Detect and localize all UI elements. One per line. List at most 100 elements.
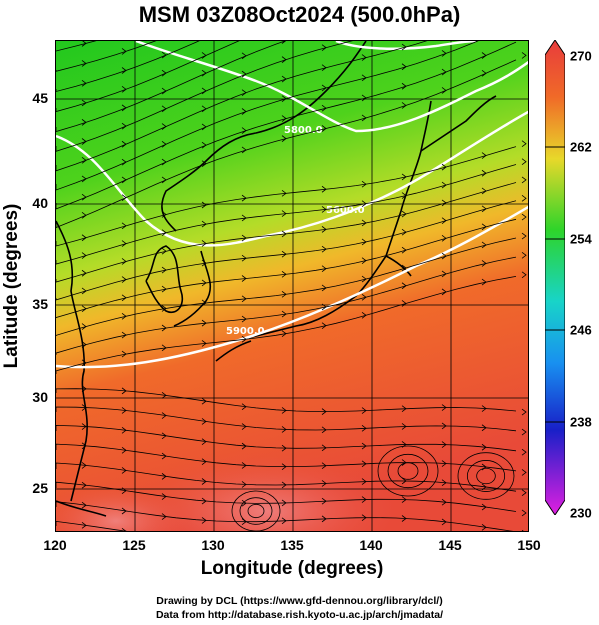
streamline-arrow (281, 290, 287, 298)
streamline-arrow (241, 194, 247, 202)
streamline-arrow (81, 80, 87, 87)
streamline-arrow (401, 102, 407, 109)
streamline-arrow (81, 323, 87, 330)
streamline (56, 200, 517, 301)
streamline-arrow (121, 240, 127, 247)
streamline-arrow (161, 305, 167, 312)
streamline (56, 41, 353, 152)
streamline-arrow (121, 407, 127, 414)
streamline (56, 520, 128, 531)
streamline-arrow (361, 311, 367, 319)
streamline-arrow (321, 497, 327, 505)
streamline-arrow (81, 481, 87, 489)
streamline-arrow (201, 418, 207, 425)
streamline-arrow (81, 501, 87, 509)
streamline-arrow (241, 481, 247, 488)
streamline-arrow (441, 441, 447, 448)
streamline-arrow (361, 219, 367, 227)
streamline-arrow (521, 195, 527, 202)
contour-5800 (135, 41, 528, 133)
streamline-arrow (321, 426, 327, 434)
streamline-arrow (201, 160, 207, 168)
streamline-arrow (201, 279, 207, 287)
streamline-arrow (281, 310, 287, 318)
streamline-arrow (81, 212, 87, 219)
vortex-ring (466, 460, 506, 492)
contour-label: 5800.0 (284, 125, 323, 136)
streamline-arrow (81, 252, 87, 259)
streamline-arrow (401, 192, 407, 199)
streamline-arrow (241, 335, 247, 343)
streamline-arrow (81, 423, 87, 430)
streamline-arrow (521, 489, 527, 497)
streamline-arrow (241, 254, 247, 262)
streamline-arrow (401, 173, 407, 181)
streamline-arrow (361, 200, 367, 208)
streamline-arrow (321, 515, 327, 523)
streamline-arrow (241, 275, 247, 282)
streamline-arrow (441, 518, 447, 526)
streamline-arrow (441, 460, 447, 467)
streamline-arrow (321, 265, 327, 273)
streamline-arrow (321, 444, 327, 452)
streamline-arrow (281, 115, 287, 122)
streamline-arrow (201, 340, 207, 347)
streamline-arrow (241, 234, 247, 242)
streamline-arrow (201, 141, 207, 149)
streamline-arrow (121, 85, 127, 93)
streamline (56, 406, 517, 432)
streamline-arrow (81, 305, 87, 313)
streamline-arrow (401, 405, 407, 412)
streamline-arrow (521, 232, 527, 240)
x-tick-label: 150 (517, 537, 541, 553)
streamline-arrow (281, 95, 287, 102)
streamline-arrow (361, 425, 367, 432)
streamline-arrow (521, 213, 527, 221)
streamline-arrow (201, 123, 207, 131)
vortex-ring (247, 503, 265, 519)
streamline-arrow (161, 266, 167, 274)
streamline-arrow (161, 229, 167, 237)
vortex-ring (377, 445, 439, 497)
streamline (56, 501, 514, 531)
streamline-arrow (441, 217, 447, 224)
streamline-arrow (521, 509, 527, 517)
streamline (56, 388, 517, 413)
streamline-arrow (281, 75, 287, 83)
streamline-arrow (161, 123, 167, 130)
streamline-arrow (401, 264, 407, 272)
streamline-arrow (401, 496, 407, 503)
warm-patch (56, 481, 196, 531)
streamline-arrow (401, 82, 407, 90)
streamline-arrow (281, 250, 287, 258)
streamline-arrow (321, 284, 327, 292)
streamline-arrow (281, 444, 287, 452)
colorbar-label: 246 (570, 322, 592, 338)
streamline-arrow (241, 146, 247, 154)
vortex-ring (457, 452, 515, 500)
streamline-arrow (81, 462, 87, 469)
streamline (56, 41, 428, 172)
streamline-arrow (281, 210, 287, 217)
streamline (56, 41, 517, 210)
streamline-arrow (241, 127, 247, 134)
streamline-arrow (321, 480, 327, 487)
streamline-arrow (441, 479, 447, 487)
streamline (56, 41, 200, 92)
streamline-arrow (161, 285, 167, 293)
y-tick-label: 45 (32, 90, 48, 106)
streamline-arrow (361, 180, 367, 188)
streamline-arrow (441, 87, 447, 94)
streamline-arrow (361, 478, 367, 485)
streamline-arrow (321, 408, 327, 415)
streamline-arrow (401, 423, 407, 430)
streamline-arrow (161, 176, 167, 184)
streamline-arrow (441, 252, 447, 260)
streamline-arrow (361, 114, 367, 122)
warm-patch (126, 451, 406, 531)
colorbar (545, 40, 565, 515)
streamline (56, 462, 517, 492)
streamline-arrow (481, 278, 487, 286)
streamline-arrow (121, 158, 127, 166)
streamline-arrow (321, 44, 327, 51)
